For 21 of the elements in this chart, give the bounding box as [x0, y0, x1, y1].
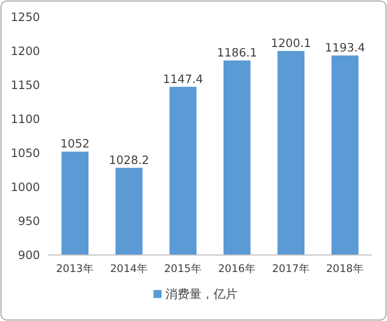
x-tick-label: 2016年 — [218, 263, 256, 275]
y-tick-label: 950 — [18, 214, 40, 228]
data-label: 1200.1 — [270, 36, 312, 50]
data-label: 1028.2 — [108, 152, 150, 167]
data-label: 1147.4 — [162, 72, 204, 86]
x-tick-label: 2014年 — [110, 263, 148, 275]
y-tick-label: 1000 — [10, 180, 40, 194]
legend-label: 消费量，亿片 — [166, 287, 238, 301]
data-label: 1186.1 — [216, 45, 258, 60]
x-tick-label: 2013年 — [56, 263, 94, 275]
y-tick-label: 1200 — [10, 44, 40, 58]
y-tick-label: 1150 — [10, 78, 40, 92]
y-tick-label: 1250 — [10, 10, 40, 24]
data-label: 1052 — [60, 136, 90, 151]
y-tick-label: 1050 — [10, 146, 40, 160]
y-tick-label: 1100 — [10, 112, 40, 126]
x-tick-label: 2018年 — [326, 263, 364, 275]
x-tick-label: 2017年 — [272, 263, 310, 275]
x-tick-label: 2015年 — [164, 263, 202, 275]
y-tick-label: 900 — [18, 248, 40, 262]
data-label: 1193.4 — [324, 40, 366, 54]
